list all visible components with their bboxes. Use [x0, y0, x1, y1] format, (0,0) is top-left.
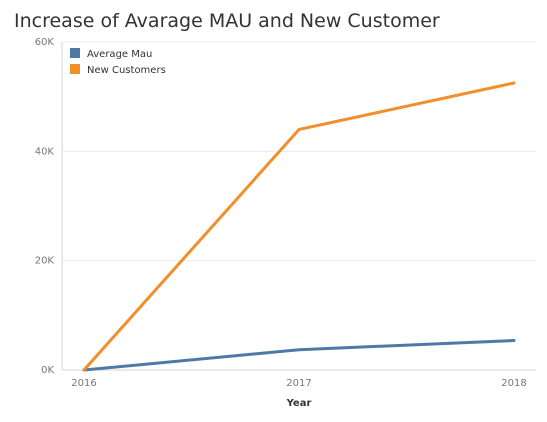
x-axis-title: Year: [286, 398, 312, 409]
legend-label: Average Mau: [87, 49, 152, 60]
series-lines: [82, 81, 516, 372]
y-tick-label: 40K: [35, 146, 55, 157]
x-tick-label: 2016: [71, 378, 96, 389]
legend-label: New Customers: [87, 65, 166, 76]
y-axis-ticks: 0K 20K 40K 60K: [35, 37, 55, 376]
x-tick-label: 2017: [286, 378, 311, 389]
y-tick-label: 60K: [35, 37, 55, 48]
x-tick-label: 2018: [501, 378, 526, 389]
y-tick-label: 0K: [41, 365, 54, 376]
legend: Average Mau New Customers: [70, 48, 166, 76]
series-line-new-customers: [82, 81, 516, 372]
legend-swatch: [70, 48, 80, 58]
series-line-average-mau: [82, 338, 516, 372]
y-tick-label: 20K: [35, 256, 55, 267]
x-axis-ticks: 2016 2017 2018: [71, 378, 526, 389]
chart-title: Increase of Avarage MAU and New Customer: [14, 10, 440, 32]
grid-lines: [62, 41, 536, 262]
legend-swatch: [70, 64, 80, 74]
